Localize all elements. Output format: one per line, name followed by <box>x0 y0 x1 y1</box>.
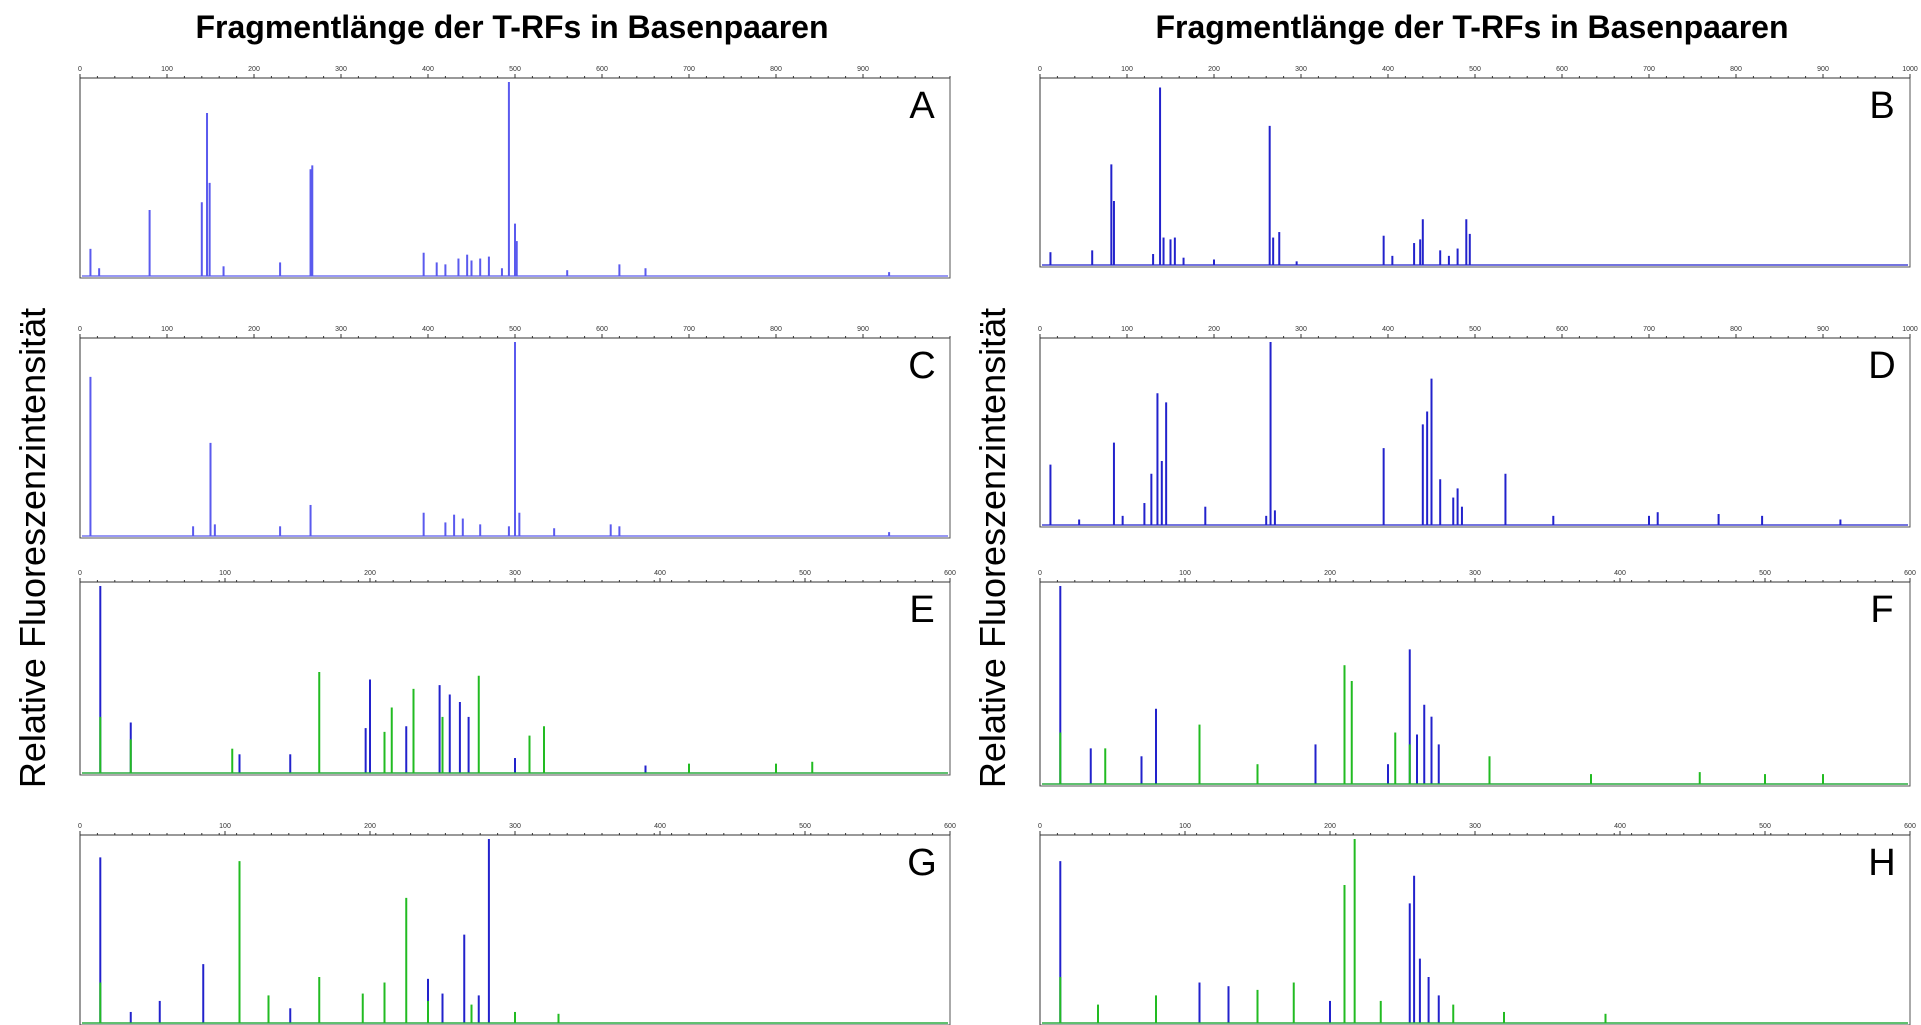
panel-g: 0 100 200 300 400 500 600 G <box>78 823 956 1025</box>
panel-e-tick-label: 500 <box>799 570 811 577</box>
panel-d-tick-label: 100 <box>1121 326 1133 333</box>
panel-h-tick-label: 200 <box>1324 823 1336 830</box>
panel-g-tick-label: 0 <box>78 823 82 830</box>
title-left: Fragmentlänge der T-RFs in Basenpaaren <box>195 9 828 45</box>
panels: 0 100 200 300 400 500 600 700 800 900 A 0 100 200 300 4… <box>78 66 1918 1025</box>
panel-h-letter: H <box>1868 842 1895 884</box>
panel-h-tick-label: 100 <box>1179 823 1191 830</box>
panel-d-tick-label: 600 <box>1556 326 1568 333</box>
panel-c-tick-label: 900 <box>857 326 869 333</box>
panel-b-tick-label: 500 <box>1469 66 1481 73</box>
panel-d-tick-label: 300 <box>1295 326 1307 333</box>
panel-e-letter: E <box>909 589 934 631</box>
panel-e-tick-label: 300 <box>509 570 521 577</box>
panel-d-tick-label: 200 <box>1208 326 1220 333</box>
panel-d-tick-label: 900 <box>1817 326 1829 333</box>
panel-a-tick-label: 0 <box>78 66 82 73</box>
panel-a-tick-label: 700 <box>683 66 695 73</box>
panel-h-tick-label: 500 <box>1759 823 1771 830</box>
panel-e-frame <box>79 581 951 776</box>
panel-b-tick-label: 900 <box>1817 66 1829 73</box>
panel-d: 0 100 200 300 400 500 600 700 800 900 1000 D <box>1038 326 1918 528</box>
panel-g-letter: G <box>907 842 937 884</box>
panel-g-frame <box>79 834 951 1025</box>
ylabel-right: Relative Fluoreszenzintensität <box>972 308 1013 788</box>
panel-c-tick-label: 600 <box>596 326 608 333</box>
panel-f-frame <box>1039 581 1911 787</box>
panel-h-frame <box>1039 834 1911 1025</box>
panel-c-tick-label: 300 <box>335 326 347 333</box>
panel-a-tick-label: 800 <box>770 66 782 73</box>
panel-b-tick-label: 700 <box>1643 66 1655 73</box>
panel-c-tick-label: 700 <box>683 326 695 333</box>
panel-h: 0 100 200 300 400 500 600 H <box>1038 823 1916 1025</box>
panel-c-tick-label: 400 <box>422 326 434 333</box>
panel-d-tick-label: 700 <box>1643 326 1655 333</box>
panel-f-tick-label: 500 <box>1759 570 1771 577</box>
panel-d-letter: D <box>1868 345 1895 387</box>
panel-b: 0 100 200 300 400 500 600 700 800 900 1000 B <box>1038 66 1918 268</box>
panel-a-letter: A <box>909 85 935 127</box>
panel-a-tick-label: 500 <box>509 66 521 73</box>
panel-f-letter: F <box>1870 589 1893 631</box>
panel-a-tick-label: 300 <box>335 66 347 73</box>
panel-e-tick-label: 0 <box>78 570 82 577</box>
panel-g-tick-label: 500 <box>799 823 811 830</box>
panel-c-tick-label: 800 <box>770 326 782 333</box>
panel-g-tick-label: 200 <box>364 823 376 830</box>
panel-c: 0 100 200 300 400 500 600 700 800 900 C <box>78 326 951 539</box>
panel-b-frame <box>1039 77 1911 268</box>
panel-g-tick-label: 300 <box>509 823 521 830</box>
panel-f-tick-label: 400 <box>1614 570 1626 577</box>
panel-f-tick-label: 300 <box>1469 570 1481 577</box>
panel-c-tick-label: 100 <box>161 326 173 333</box>
panel-b-tick-label: 300 <box>1295 66 1307 73</box>
panel-e-tick-label: 200 <box>364 570 376 577</box>
panel-b-tick-label: 800 <box>1730 66 1742 73</box>
panel-b-tick-label: 600 <box>1556 66 1568 73</box>
panel-c-tick-label: 500 <box>509 326 521 333</box>
panel-f-tick-label: 200 <box>1324 570 1336 577</box>
panel-h-tick-label: 600 <box>1904 823 1916 830</box>
panel-g-tick-label: 400 <box>654 823 666 830</box>
title-right: Fragmentlänge der T-RFs in Basenpaaren <box>1155 9 1788 45</box>
panel-e: 0 100 200 300 400 500 600 E <box>78 570 956 776</box>
panel-d-tick-label: 500 <box>1469 326 1481 333</box>
panel-a-tick-label: 400 <box>422 66 434 73</box>
panel-d-tick-label: 0 <box>1038 326 1042 333</box>
panel-d-tick-label: 800 <box>1730 326 1742 333</box>
panel-h-tick-label: 0 <box>1038 823 1042 830</box>
panel-g-tick-label: 100 <box>219 823 231 830</box>
panel-c-tick-label: 0 <box>78 326 82 333</box>
panel-h-tick-label: 300 <box>1469 823 1481 830</box>
panel-e-tick-label: 400 <box>654 570 666 577</box>
panel-b-tick-label: 1000 <box>1902 66 1918 73</box>
panel-d-tick-label: 400 <box>1382 326 1394 333</box>
panel-a: 0 100 200 300 400 500 600 700 800 900 A <box>78 66 951 279</box>
ylabel-left: Relative Fluoreszenzintensität <box>12 308 53 788</box>
panel-a-tick-label: 900 <box>857 66 869 73</box>
panel-e-tick-label: 100 <box>219 570 231 577</box>
panel-f: 0 100 200 300 400 500 600 F <box>1038 570 1916 787</box>
panel-a-tick-label: 600 <box>596 66 608 73</box>
panel-f-tick-label: 100 <box>1179 570 1191 577</box>
panel-c-tick-label: 200 <box>248 326 260 333</box>
panel-b-letter: B <box>1869 85 1894 127</box>
panel-e-tick-label: 600 <box>944 570 956 577</box>
panel-h-tick-label: 400 <box>1614 823 1626 830</box>
panel-b-tick-label: 400 <box>1382 66 1394 73</box>
panel-g-tick-label: 600 <box>944 823 956 830</box>
panel-b-tick-label: 0 <box>1038 66 1042 73</box>
panel-b-tick-label: 200 <box>1208 66 1220 73</box>
panel-f-tick-label: 600 <box>1904 570 1916 577</box>
panel-f-tick-label: 0 <box>1038 570 1042 577</box>
panel-b-tick-label: 100 <box>1121 66 1133 73</box>
panel-c-letter: C <box>908 345 935 387</box>
panel-a-tick-label: 100 <box>161 66 173 73</box>
panel-a-tick-label: 200 <box>248 66 260 73</box>
panel-d-frame <box>1039 337 1911 528</box>
panel-d-tick-label: 1000 <box>1902 326 1918 333</box>
